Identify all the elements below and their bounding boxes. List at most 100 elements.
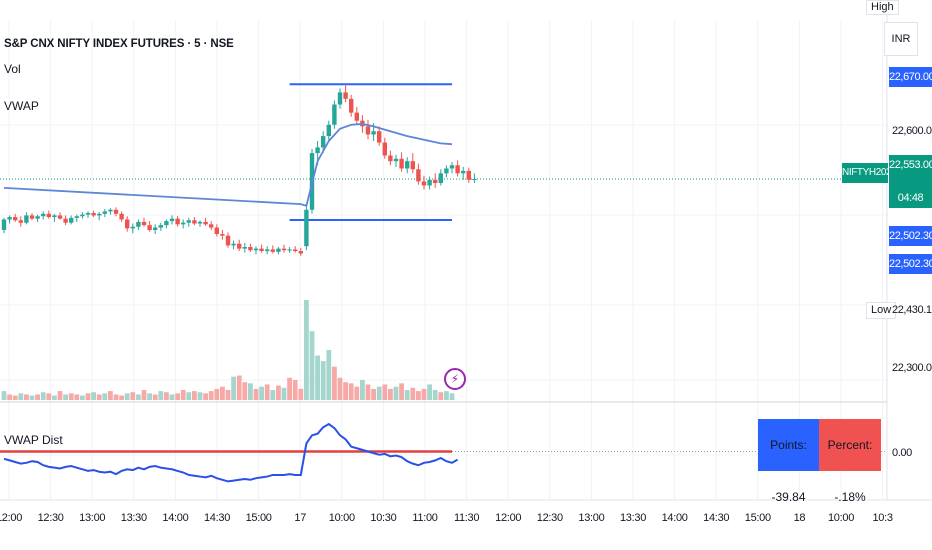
volume-bar — [281, 387, 287, 400]
candle-body — [91, 213, 96, 216]
volume-bar — [141, 390, 147, 400]
candle-body — [147, 225, 152, 230]
volume-bar — [186, 392, 192, 400]
x-tick-label: 14:30 — [703, 512, 729, 524]
volume-bar — [136, 394, 141, 400]
volume-bar — [46, 393, 52, 400]
volume-bar — [68, 393, 74, 400]
volume-bar — [432, 390, 438, 400]
candle-body — [466, 170, 471, 180]
price-pane[interactable] — [0, 83, 887, 256]
candle-body — [382, 142, 387, 156]
volume-bar — [388, 388, 393, 400]
candle-body — [248, 247, 253, 251]
volume-bar — [242, 382, 248, 400]
volume-bar — [1, 391, 7, 400]
x-tick-label: 10:3 — [872, 512, 892, 524]
time-axis[interactable]: 12:00 12:30 13:00 13:30 14:00 14:30 15:00 17 10:… — [0, 512, 893, 524]
volume-bar — [57, 391, 63, 400]
vwap-dist-pane — [0, 422, 887, 483]
volume-bar — [203, 393, 208, 400]
volume-bar — [326, 350, 332, 400]
candle-body — [421, 181, 427, 186]
candle-body — [80, 214, 85, 217]
range-low-tag: 22,502.30 — [889, 254, 932, 274]
candle-body — [85, 213, 91, 215]
volume-bar — [259, 386, 264, 400]
high-label: High — [866, 0, 899, 15]
candle-body — [388, 155, 393, 162]
axis-price-low: 22,430.10 — [892, 304, 932, 316]
candle-body — [332, 104, 337, 125]
x-tick-label: 10:00 — [329, 512, 355, 524]
indicator-vol[interactable]: Vol — [4, 62, 21, 76]
volume-bar — [416, 391, 421, 400]
volume-bar — [438, 392, 444, 400]
candle-body — [343, 92, 348, 99]
x-tick-label: 13:00 — [578, 512, 604, 524]
candle-body — [108, 209, 113, 212]
volume-bar — [399, 383, 404, 400]
candle-body — [242, 247, 247, 249]
indicator-vwap[interactable]: VWAP — [4, 99, 39, 113]
x-tick-label: 14:00 — [662, 512, 688, 524]
x-tick-label: 13:00 — [79, 512, 105, 524]
volume-bar — [315, 355, 320, 400]
volume-bar — [304, 300, 309, 400]
pane-title-vwap-dist[interactable]: VWAP Dist — [4, 433, 63, 447]
candle-body — [270, 249, 275, 252]
volume-bar — [192, 391, 197, 400]
percent-stat: Percent: -.18% — [819, 419, 881, 504]
candle-body — [46, 213, 51, 218]
candle-body — [1, 219, 7, 230]
vwap-dist-line — [3, 422, 459, 483]
lightning-icon[interactable]: ⚡ — [444, 368, 466, 390]
candle-body — [41, 213, 46, 217]
x-tick-label: 15:00 — [745, 512, 771, 524]
low-label: Low — [866, 302, 897, 319]
x-tick-label: 11:30 — [454, 512, 479, 524]
candle-body — [203, 221, 208, 225]
grid — [0, 0, 932, 501]
candle-body — [337, 92, 343, 105]
candle-body — [304, 209, 309, 247]
candle-body — [253, 248, 259, 251]
volume-bar — [220, 386, 225, 400]
countdown-tag: 04:48 — [889, 176, 932, 208]
volume-bar — [24, 394, 29, 400]
volume-bar — [80, 395, 85, 400]
candle-body — [141, 221, 147, 226]
axis-zero: 0.00 — [892, 447, 912, 459]
candle-body — [119, 213, 124, 220]
volume-bar — [214, 388, 220, 400]
volume-bar — [264, 384, 270, 400]
candle-body — [125, 219, 130, 229]
currency-button[interactable]: INR — [884, 22, 918, 56]
candle-body — [214, 227, 219, 235]
volume-bar — [348, 383, 354, 400]
candle-body — [225, 235, 231, 246]
candle-body — [186, 220, 191, 223]
candle-body — [237, 243, 242, 249]
candle-body — [455, 165, 460, 174]
volume-pane — [1, 300, 455, 400]
candle-body — [287, 249, 292, 251]
candle-body — [57, 215, 63, 219]
candle-body — [169, 218, 175, 222]
candle-body — [472, 179, 477, 180]
candle-body — [175, 218, 180, 225]
volume-bar — [404, 390, 410, 400]
volume-bar — [365, 384, 371, 400]
candle-body — [29, 215, 35, 219]
candle-body — [164, 221, 169, 226]
volume-bar — [225, 390, 231, 400]
volume-bar — [74, 394, 80, 400]
x-tick-label: 17 — [294, 512, 306, 524]
symbol-title[interactable]: S&P CNX NIFTY INDEX FUTURES · 5 · NSE — [4, 38, 234, 50]
candle-body — [399, 158, 404, 169]
volume-bar — [63, 394, 68, 400]
volume-bar — [29, 395, 35, 400]
volume-bar — [91, 392, 96, 400]
candle-body — [63, 218, 68, 223]
